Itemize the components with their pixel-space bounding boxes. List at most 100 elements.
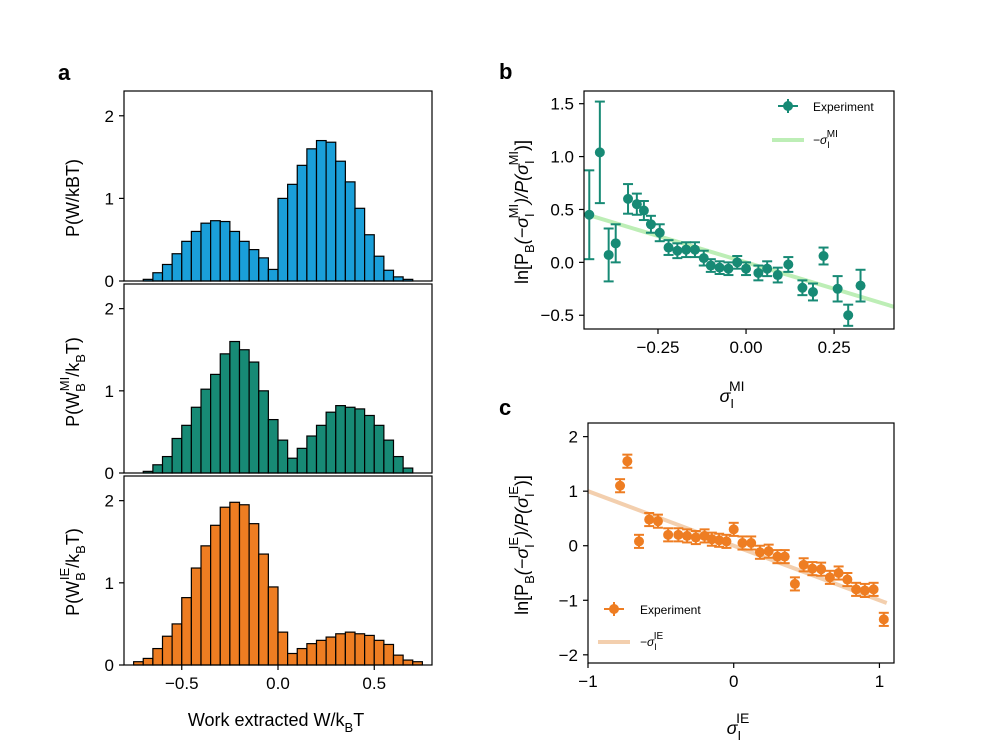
a2-bar — [248, 361, 260, 474]
a1-frame — [123, 90, 433, 282]
pc-point — [721, 536, 732, 547]
a3-ytick-label: 1 — [105, 574, 114, 593]
legend-b: Experiment −σIMI — [772, 99, 874, 150]
pb-point — [723, 263, 734, 274]
a2-bar — [364, 414, 375, 474]
a2-bar — [200, 388, 212, 474]
a3-bar — [315, 639, 327, 666]
pb-ytick-label: 0.5 — [550, 200, 574, 219]
pc-point — [798, 559, 809, 570]
pc-point — [842, 574, 853, 585]
a3-xtick-label: 0.0 — [266, 674, 290, 693]
a3-xtick-label: −0.5 — [165, 674, 199, 693]
pc-point — [682, 530, 693, 541]
a2-bar — [229, 340, 241, 474]
pc-point — [634, 536, 644, 547]
a2-ytick-label: 1 — [105, 382, 114, 401]
pb-point — [672, 245, 683, 256]
a2-bar — [210, 373, 221, 474]
a2-bar — [171, 437, 183, 474]
a2-bar — [315, 424, 327, 474]
pb-point — [698, 253, 709, 264]
pc-point — [652, 516, 663, 527]
a1-ytick-label: 0 — [105, 272, 114, 291]
pb-point — [681, 244, 692, 255]
pb-point — [832, 283, 843, 294]
a2-bar — [335, 405, 346, 474]
a2-bar — [325, 411, 337, 474]
a3-bar — [373, 639, 385, 666]
a1-bar — [364, 234, 375, 282]
a2-bar — [267, 418, 279, 474]
a2-bar — [277, 439, 289, 474]
ylabel-a2: P(WBMI/kBT) — [57, 337, 88, 427]
pc-point — [816, 564, 827, 575]
pc-point — [772, 551, 783, 562]
pb-point — [638, 205, 649, 216]
panel-label-c: c — [499, 395, 511, 420]
pb-point — [855, 280, 866, 291]
a3-bar — [258, 553, 269, 666]
pb-point — [610, 238, 621, 249]
a1-ytick-label: 2 — [105, 107, 114, 126]
pc-point — [673, 529, 684, 540]
pb-point — [584, 209, 595, 220]
a1-bar — [210, 220, 221, 282]
a1-bar — [383, 269, 395, 282]
pb-point — [753, 267, 764, 278]
a3-bar — [181, 597, 192, 666]
pb-ytick-label: −0.5 — [540, 306, 574, 325]
a3-bar — [392, 654, 404, 666]
a2-ytick-label: 2 — [105, 300, 114, 319]
a2-frame — [123, 283, 433, 474]
a3-bar — [364, 634, 375, 666]
legend-b-fit: −σIMI — [813, 129, 838, 150]
a3-bar — [277, 631, 289, 666]
pb-xtick-label: −0.25 — [636, 338, 679, 357]
a3-bar — [287, 652, 298, 666]
pc-point — [737, 538, 748, 548]
a1-bar — [344, 181, 356, 282]
a2-bar — [181, 424, 192, 474]
pb-ytick-label: 1.0 — [550, 148, 574, 167]
pb-xtick-label: 0.25 — [818, 338, 851, 357]
pc-ytick-label: 1 — [569, 482, 578, 501]
a1-bar — [296, 164, 308, 282]
a3-bar — [238, 504, 250, 666]
a3-bar — [200, 545, 212, 666]
legend-c: Experiment −σIIE — [598, 602, 701, 652]
pb-point — [623, 193, 634, 204]
pc-xtick-label: 1 — [875, 672, 884, 691]
pb-point — [741, 263, 752, 274]
pb-point — [714, 262, 725, 273]
a1-bar — [287, 183, 298, 282]
legend-b-marker — [783, 101, 793, 111]
a2-bar — [219, 353, 231, 474]
pc-point — [746, 538, 757, 548]
a3-bar — [296, 647, 308, 666]
a1-bar — [335, 160, 346, 282]
pb-xtick-label: 0.00 — [729, 338, 762, 357]
a1-bar — [152, 272, 164, 282]
a2-ytick-label: 0 — [105, 464, 114, 483]
a1-bar — [315, 139, 327, 282]
a2-bar — [161, 455, 173, 474]
a1-bar — [171, 253, 183, 282]
a3-ytick-label: 2 — [105, 492, 114, 511]
legend-c-fit: −σIIE — [640, 631, 664, 652]
pb-point — [654, 227, 665, 238]
a1-bar — [161, 263, 173, 282]
panel-label-a: a — [58, 60, 71, 85]
a2-bar — [392, 455, 404, 474]
a3-bar — [171, 623, 183, 666]
a3-bar — [402, 659, 414, 666]
a1-bar — [392, 276, 404, 282]
a2-bar — [344, 406, 356, 474]
pc-point — [807, 563, 818, 574]
pb-point — [645, 219, 656, 230]
a2-bar — [383, 439, 395, 474]
xlabel-c: σIIE — [727, 710, 750, 743]
pc-ytick-label: −2 — [559, 646, 578, 665]
pb-point — [732, 257, 743, 268]
